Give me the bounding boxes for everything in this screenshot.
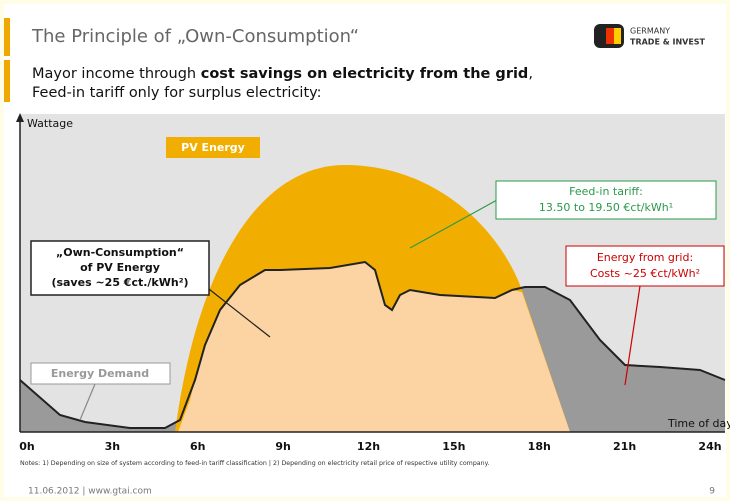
own-label: of PV Energy xyxy=(80,261,160,274)
demand-line xyxy=(19,260,726,429)
x-tick-label: 9h xyxy=(275,440,291,453)
logo: GERMANY TRADE & INVEST xyxy=(594,24,706,48)
page-number: 9 xyxy=(709,487,715,497)
logo-text: TRADE & INVEST xyxy=(630,38,706,47)
callout-line xyxy=(199,281,271,338)
own-box xyxy=(30,240,210,296)
feed-in-label: Feed-in tariff: xyxy=(569,185,643,198)
axis-arrow xyxy=(16,113,24,122)
grid-box xyxy=(565,245,725,287)
x-tick-label: 24h xyxy=(698,440,721,453)
x-tick-label: 18h xyxy=(528,440,551,453)
notes: Notes: 1) Depending on size of system ac… xyxy=(20,460,490,467)
accent-bar xyxy=(4,60,10,102)
x-axis-label: Time of day xyxy=(667,417,730,430)
own-label: „Own-Consumption“ xyxy=(56,246,184,259)
x-ticks: 0h 3h 6h 9h 12h 15h 18h 21h 24h xyxy=(19,440,721,453)
y-axis-label: Wattage xyxy=(27,117,73,130)
own-consumption-area xyxy=(178,262,570,432)
grid-label: Costs ~25 €ct/kWh² xyxy=(590,267,700,280)
pv-label: PV Energy xyxy=(181,141,245,154)
demand-box xyxy=(30,362,171,385)
grid-label: Energy from grid: xyxy=(597,251,693,264)
subtitle-part: Mayor income through xyxy=(32,66,201,82)
subtitle-part: , xyxy=(528,66,533,82)
x-tick-label: 6h xyxy=(190,440,206,453)
feed-in-box xyxy=(495,180,717,220)
own-label: (saves ~25 €ct./kWh²) xyxy=(51,276,188,289)
logo-text: GERMANY xyxy=(630,27,670,36)
footer: 11.06.2012 | www.gtai.com xyxy=(28,487,152,497)
subtitle: Mayor income through cost savings on ele… xyxy=(32,66,533,82)
callout-line xyxy=(624,285,641,386)
accent-bar xyxy=(4,18,10,56)
callout-line xyxy=(79,383,96,421)
pv-label-box xyxy=(166,137,260,158)
subtitle: Feed-in tariff only for surplus electric… xyxy=(32,85,322,101)
subtitle-bold: cost savings on electricity from the gri… xyxy=(201,66,529,82)
x-tick-label: 15h xyxy=(442,440,465,453)
title: The Principle of „Own-Consumption“ xyxy=(31,26,359,47)
x-tick-label: 12h xyxy=(357,440,380,453)
demand-label: Energy Demand xyxy=(51,367,149,380)
feed-in-label: 13.50 to 19.50 €ct/kWh¹ xyxy=(539,201,673,214)
logo-icon xyxy=(614,28,621,44)
x-tick-label: 0h xyxy=(19,440,35,453)
logo-icon xyxy=(606,28,614,44)
x-tick-label: 3h xyxy=(105,440,121,453)
x-tick-label: 21h xyxy=(613,440,636,453)
callout-line xyxy=(409,199,498,249)
